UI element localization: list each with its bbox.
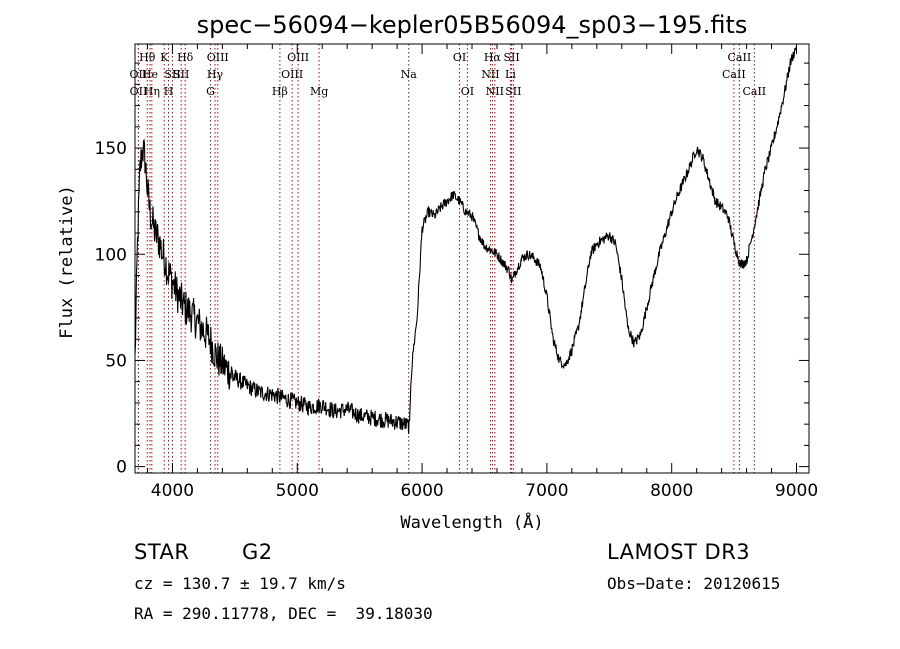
line-label-4: Hη (144, 85, 160, 98)
line-label-19: OI (461, 85, 474, 98)
x-tick-label-5: 9000 (775, 481, 818, 501)
line-label-1: Hθ (139, 51, 156, 64)
redshift-value: cz = 130.7 ± 19.7 km/s (134, 574, 346, 593)
line-label-7: SII (164, 68, 180, 81)
line-label-12: G (206, 85, 215, 98)
line-label-24: Li (505, 68, 516, 81)
x-tick-label-0: 4000 (151, 481, 194, 501)
subclass: G2 (242, 540, 273, 564)
line-label-14: OIII (281, 68, 303, 81)
y-axis-ticks: 0 50 100 150 (95, 62, 809, 478)
line-label-0: OII (130, 68, 148, 81)
y-tick-label-0: 0 (116, 458, 127, 478)
object-class: STAR (134, 540, 190, 564)
x-axis-ticks: 4000 5000 6000 7000 8000 9000 (146, 44, 818, 501)
line-label-2: He (142, 68, 158, 81)
x-tick-label-1: 5000 (276, 481, 319, 501)
emission-line-markers (137, 44, 755, 473)
line-label-6: H (164, 85, 174, 98)
x-tick-label-4: 8000 (650, 481, 693, 501)
survey-name: LAMOST DR3 (607, 540, 751, 564)
line-label-26: CaII (728, 51, 752, 64)
line-label-9: SII (173, 68, 189, 81)
line-label-8: Hδ (177, 51, 194, 64)
x-tick-label-2: 6000 (400, 481, 443, 501)
x-tick-label-3: 7000 (525, 481, 568, 501)
y-tick-label-3: 150 (95, 139, 127, 159)
chart-title: spec−56094−kepler05B56094_sp03−195.fits (197, 11, 748, 39)
coordinates: RA = 290.11778, DEC = 39.18030 (134, 604, 433, 623)
line-label-20: Hα (484, 51, 502, 64)
y-tick-label-1: 50 (105, 351, 127, 371)
line-label-15: OIII (287, 51, 309, 64)
line-label-17: Na (401, 68, 418, 81)
line-label-23: SII (503, 51, 519, 64)
line-label-3: OII (130, 85, 148, 98)
line-label-27: CaII (722, 68, 746, 81)
y-tick-label-2: 100 (95, 245, 127, 265)
line-label-28: CaII (742, 85, 766, 98)
line-label-11: Hγ (207, 68, 224, 81)
observation-date: Obs−Date: 20120615 (607, 574, 781, 593)
line-label-10: OIII (207, 51, 229, 64)
spectrum-line (134, 45, 798, 435)
x-axis-label: Wavelength (Å) (400, 511, 543, 533)
line-label-25: SII (505, 85, 521, 98)
line-label-5: K (160, 51, 169, 64)
y-axis-label: Flux (relative) (57, 185, 77, 339)
line-label-16: Mg (310, 85, 328, 98)
plot-frame (134, 43, 810, 474)
line-label-18: OI (453, 51, 466, 64)
line-label-22: NII (486, 85, 504, 98)
line-label-21: NII (481, 68, 499, 81)
line-label-13: Hβ (272, 85, 288, 98)
